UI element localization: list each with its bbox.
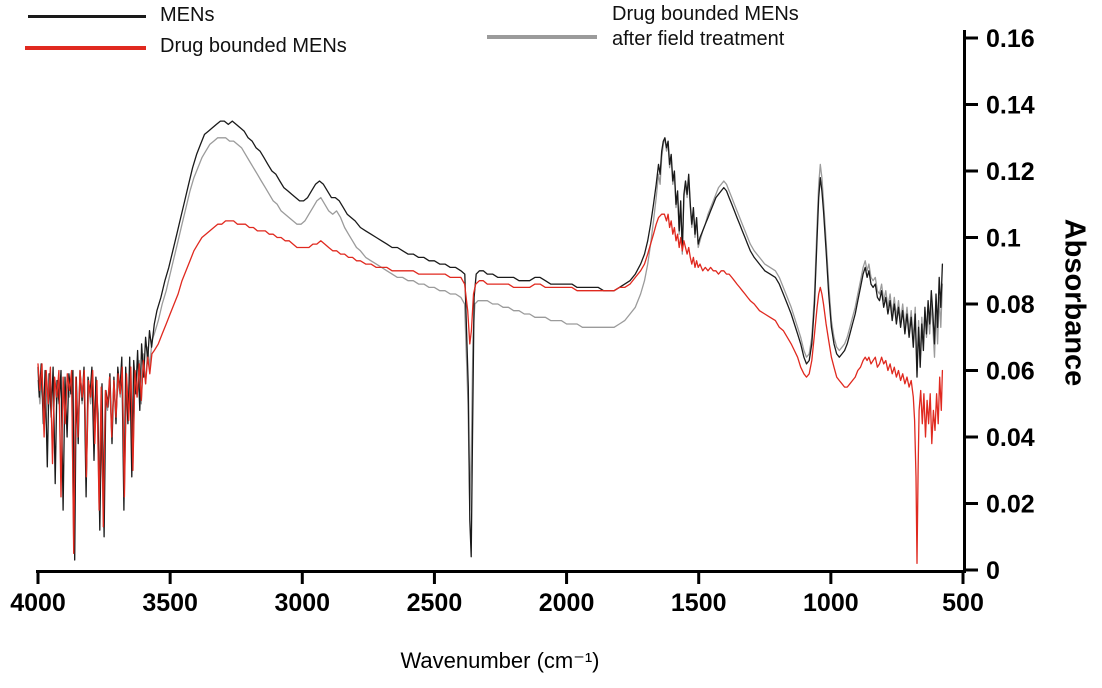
x-tick-label: 4000 (10, 589, 66, 617)
y-tick-label: 0.14 (986, 92, 1035, 120)
y-tick-label: 0.06 (986, 358, 1035, 386)
legend-line-sample-mens (28, 15, 146, 18)
legend-label-after-field-treatment-line2: after field treatment (612, 28, 785, 50)
legend-line-sample-after-field-treatment (487, 35, 597, 39)
legend-label-after-field-treatment: Drug bounded MENs after field treatment (612, 2, 799, 52)
x-tick-label: 2000 (539, 589, 595, 617)
y-axis-title: Absorbance (1058, 218, 1091, 387)
series-drug-bounded-mens (37, 213, 944, 565)
legend-label-after-field-treatment-line1: Drug bounded MENs (612, 3, 799, 25)
y-tick-label: 0.12 (986, 158, 1035, 186)
legend-label-mens: MENs (160, 4, 215, 26)
y-tick-label: 0.02 (986, 491, 1035, 519)
x-tick-label: 1000 (803, 589, 859, 617)
y-tick-label: 0.1 (986, 225, 1021, 253)
legend-label-drug-bounded-mens: Drug bounded MENs (160, 35, 347, 57)
x-axis-title: Wavenumber (cm⁻¹) (400, 648, 600, 673)
y-tick-label: 0.08 (986, 291, 1035, 319)
legend-line-sample-drug-bounded-mens (25, 46, 146, 50)
x-tick-label: 3500 (142, 589, 198, 617)
x-tick-label: 1500 (671, 589, 727, 617)
series-mens (37, 120, 944, 561)
x-tick-label: 3000 (274, 589, 330, 617)
series-drug-bounded-mens-after-field-treatment (37, 137, 944, 545)
y-tick-label: 0.16 (986, 25, 1035, 53)
x-tick-label: 500 (942, 589, 984, 617)
y-tick-label: 0 (986, 557, 1000, 585)
y-tick-label: 0.04 (986, 424, 1035, 452)
x-tick-label: 2500 (407, 589, 463, 617)
